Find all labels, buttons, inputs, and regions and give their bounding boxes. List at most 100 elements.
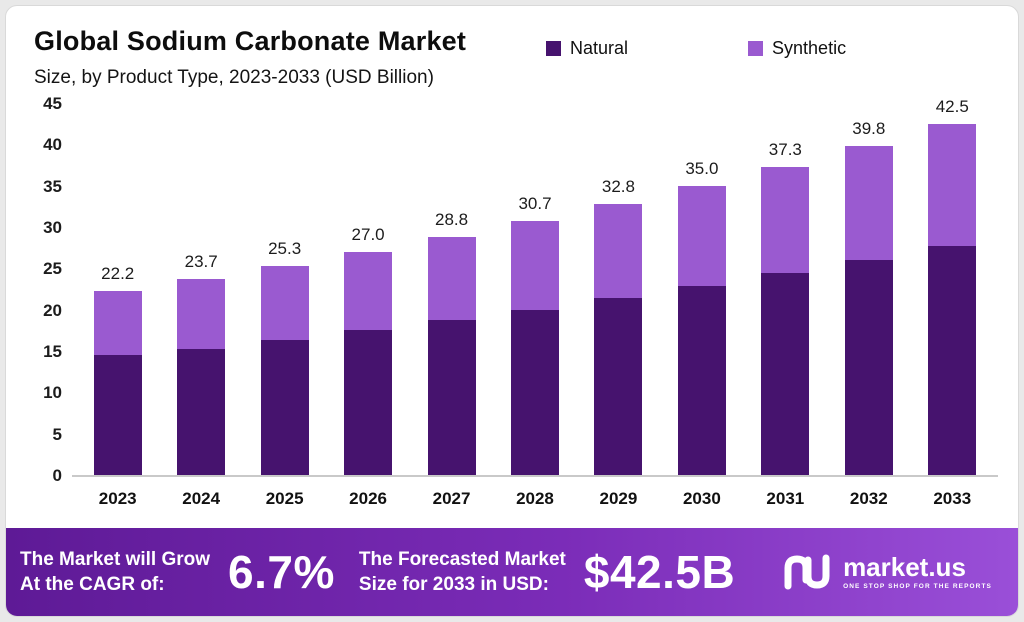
brand-logo[interactable]: market.us ONE STOP SHOP FOR THE REPORTS [781, 552, 1004, 592]
x-tick-label: 2029 [599, 489, 638, 508]
bar-stack [594, 203, 643, 475]
bar-segment-natural [93, 355, 142, 475]
bar-stack [510, 221, 559, 475]
y-tick-label: 5 [52, 424, 62, 444]
bar-total-label: 35.0 [685, 158, 719, 178]
bar-segment-synthetic [677, 185, 726, 286]
chart-title: Global Sodium Carbonate Market [34, 26, 467, 56]
bar-group: 37.3 [761, 139, 810, 475]
bar-group: 27.0 [344, 224, 393, 475]
bar-stack [761, 166, 810, 475]
bar-segment-natural [344, 330, 393, 475]
cagr-value: 6.7% [228, 546, 335, 598]
bar-group: 28.8 [427, 209, 476, 475]
chart-legend: Natural Synthetic [546, 38, 846, 59]
x-tick-label: 2028 [516, 489, 554, 508]
bar-group: 32.8 [594, 176, 643, 475]
bar-stack [928, 123, 977, 475]
x-tick-label: 2033 [933, 489, 972, 508]
bar-segment-synthetic [93, 291, 142, 356]
bar-stack [844, 146, 893, 475]
bar-stack [260, 265, 309, 475]
y-tick-label: 30 [43, 218, 62, 237]
bar-total-label: 42.5 [935, 96, 969, 116]
bar-segment-synthetic [844, 146, 893, 261]
bar-group: 25.3 [260, 238, 309, 475]
x-axis: 2023 2024 2025 2026 2027 2028 2029 2030 2031 2032… [6, 489, 1018, 509]
y-tick-label: 40 [43, 135, 62, 155]
chart-plot: 0 5 10 15 20 25 30 35 40 45 22.2 23.7 25.3 27.0 28.8 3… [6, 89, 1018, 485]
forecast-value: $42.5B [583, 546, 736, 598]
bar-segment-synthetic [177, 279, 226, 349]
bars-area: 22.2 23.7 25.3 27.0 28.8 30.7 32.8 35.0 37.3 39.8… [72, 97, 998, 477]
y-tick-label: 25 [43, 259, 62, 279]
bar-stack [427, 236, 476, 475]
x-tick-label: 2030 [682, 489, 721, 508]
brand-tagline: ONE STOP SHOP FOR THE REPORTS [843, 583, 992, 590]
y-tick-label: 45 [43, 94, 62, 113]
bar-total-label: 22.2 [101, 264, 135, 284]
bar-segment-natural [761, 273, 810, 475]
bar-segment-natural [260, 340, 309, 475]
legend-swatch-synthetic [748, 41, 764, 56]
bar-stack [677, 185, 726, 475]
y-tick-label: 0 [52, 466, 62, 485]
bar-segment-synthetic [427, 236, 476, 321]
footer-banner: The Market will Grow At the CAGR of: 6.7… [6, 528, 1018, 616]
bar-total-label: 39.8 [852, 119, 886, 139]
market-us-logo-icon [784, 554, 830, 590]
y-axis: 0 5 10 15 20 25 30 35 40 45 [20, 95, 72, 485]
bar-group: 22.2 [93, 264, 142, 475]
y-tick-label: 35 [43, 176, 62, 196]
legend-label-synthetic: Synthetic [772, 38, 847, 58]
chart-subtitle: Size, by Product Type, 2023-2033 (USD Bi… [34, 67, 434, 88]
bar-segment-natural [928, 246, 977, 475]
bar-group: 35.0 [677, 158, 726, 475]
bar-segment-synthetic [260, 265, 309, 341]
bar-segment-synthetic [928, 123, 977, 246]
x-tick-label: 2032 [849, 489, 888, 508]
x-tick-label: 2027 [432, 489, 471, 508]
legend-item-natural: Natural [546, 38, 628, 59]
bar-stack [344, 251, 393, 475]
bar-segment-natural [844, 260, 893, 475]
brand-text: market.us ONE STOP SHOP FOR THE REPORTS [843, 554, 992, 590]
legend-swatch-natural [546, 41, 561, 56]
brand-name: market.us [843, 552, 966, 582]
bar-segment-synthetic [344, 251, 393, 331]
bar-group: 23.7 [177, 252, 226, 475]
y-tick-label: 20 [43, 300, 62, 320]
bar-segment-synthetic [594, 203, 643, 299]
bar-group: 42.5 [928, 96, 977, 475]
x-tick-label: 2025 [265, 489, 304, 508]
bar-total-label: 23.7 [184, 252, 218, 272]
bar-group: 30.7 [510, 194, 559, 475]
bar-stack [177, 279, 226, 475]
bar-total-label: 30.7 [518, 194, 552, 214]
legend-label-natural: Natural [570, 38, 629, 58]
bar-segment-natural [510, 309, 559, 475]
legend-item-synthetic: Synthetic [748, 38, 846, 59]
bar-total-label: 25.3 [268, 238, 302, 258]
x-tick-label: 2031 [766, 489, 805, 508]
bar-group: 39.8 [844, 119, 893, 475]
cagr-label: The Market will Grow At the CAGR of: [20, 549, 211, 595]
bar-total-label: 27.0 [351, 224, 385, 244]
bar-segment-natural [427, 320, 476, 475]
x-tick-label: 2023 [98, 489, 137, 508]
bar-stack [93, 291, 142, 475]
chart-header: Global Sodium Carbonate Market Size, by … [6, 6, 1018, 89]
x-tick-label: 2026 [349, 489, 387, 508]
y-tick-label: 15 [43, 342, 62, 361]
bar-total-label: 32.8 [601, 176, 635, 196]
bar-total-label: 28.8 [434, 209, 469, 229]
bar-total-label: 37.3 [768, 139, 802, 159]
bar-segment-synthetic [761, 166, 810, 274]
bar-segment-natural [677, 285, 726, 475]
chart-card: Global Sodium Carbonate Market Size, by … [5, 5, 1019, 617]
bar-segment-synthetic [510, 221, 559, 310]
x-tick-label: 2024 [182, 489, 221, 508]
forecast-label: The Forecasted Market Size for 2033 in U… [358, 549, 566, 595]
bar-segment-natural [177, 348, 226, 475]
y-tick-label: 10 [43, 383, 62, 403]
